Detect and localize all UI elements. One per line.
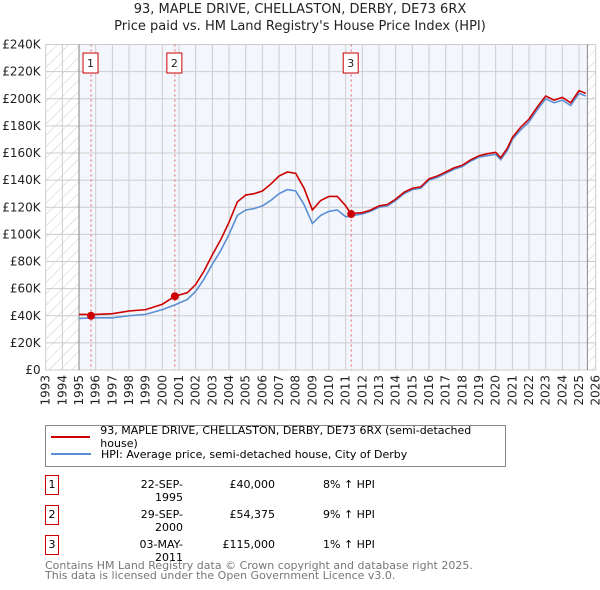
x-tick-label: 2013 (372, 375, 386, 406)
x-tick-label: 1998 (122, 375, 136, 406)
hpi-line (79, 92, 587, 320)
x-tick-label: 2012 (355, 375, 369, 406)
x-tick-label: 2021 (505, 375, 519, 406)
sale-price: £115,000 (222, 538, 276, 551)
price-chart: £0 £20K £40K £60K £80K £100K £120K £140K £160K £1… (2, 38, 600, 406)
x-tick-label: 2000 (155, 375, 169, 406)
sale-label-number: 1 (87, 57, 94, 70)
x-tick-label: 2007 (272, 375, 286, 406)
chart-title: 93, MAPLE DRIVE, CHELLASTON, DERBY, DE73… (133, 2, 467, 17)
sale-point (87, 311, 96, 320)
x-tick-label: 2024 (555, 375, 569, 406)
legend: 93, MAPLE DRIVE, CHELLASTON, DERBY, DE73… (45, 424, 506, 467)
x-tick-label: 2009 (305, 375, 319, 406)
sale-price: £54,375 (229, 508, 276, 521)
property-price-line (79, 89, 587, 316)
sale-hpi-diff: 9% ↑ HPI (323, 508, 375, 521)
y-tick-label: £60K (10, 282, 42, 296)
legend-item-hpi: HPI: Average price, semi-detached house,… (51, 446, 407, 462)
x-tick-label: 2015 (405, 375, 419, 406)
legend-item-property: 93, MAPLE DRIVE, CHELLASTON, DERBY, DE73… (51, 424, 505, 450)
y-tick-label: £200K (2, 92, 42, 106)
sale-point (347, 210, 356, 219)
x-tick-label: 2026 (589, 375, 600, 406)
y-tick-label: £160K (2, 146, 42, 160)
x-tick-label: 1996 (89, 375, 103, 406)
y-tick-label: £180K (2, 119, 42, 133)
y-tick-label: £120K (2, 200, 42, 214)
sale-point (170, 292, 179, 301)
x-tick-label: 2011 (339, 375, 353, 406)
sale-row: 1 22-SEP-1995 £40,000 8% ↑ HPI (45, 475, 445, 504)
x-tick-label: 2023 (539, 375, 553, 406)
x-tick-label: 2003 (205, 375, 219, 406)
x-tick-label: 2014 (389, 375, 403, 406)
x-tick-label: 2010 (322, 375, 336, 406)
sale-date: 03-MAY-2011 (139, 538, 183, 564)
y-tick-label: £80K (10, 255, 42, 269)
y-tick-label: £140K (2, 173, 42, 187)
sale-row: 3 03-MAY-2011 £115,000 1% ↑ HPI (45, 535, 445, 564)
x-tick-label: 1993 (39, 375, 53, 406)
x-tick-label: 2008 (289, 375, 303, 406)
sale-hpi-diff: 8% ↑ HPI (323, 478, 375, 491)
chart-subtitle: Price paid vs. HM Land Registry's House … (114, 19, 486, 34)
x-tick-label: 2022 (522, 375, 536, 406)
x-tick-label: 1995 (72, 375, 86, 406)
x-tick-label: 2018 (455, 375, 469, 406)
x-tick-label: 2017 (439, 375, 453, 406)
x-tick-label: 1999 (139, 375, 153, 406)
x-tick-label: 2006 (255, 375, 269, 406)
sale-date: 29-SEP-2000 (140, 508, 183, 534)
x-tick-label: 2002 (189, 375, 203, 406)
y-tick-label: £240K (2, 38, 42, 52)
x-tick-label: 2019 (472, 375, 486, 406)
sale-number: 2 (45, 505, 59, 525)
y-tick-label: £100K (2, 227, 42, 241)
x-tick-label: 1997 (105, 375, 119, 406)
x-tick-label: 2016 (422, 375, 436, 406)
footer: Contains HM Land Registry data © Crown c… (45, 559, 473, 582)
sale-row: 2 29-SEP-2000 £54,375 9% ↑ HPI (45, 505, 445, 534)
y-tick-label: £0 (25, 363, 40, 377)
y-tick-label: £40K (10, 309, 42, 323)
sale-number: 1 (45, 475, 59, 495)
sale-label-box (166, 52, 183, 74)
x-tick-label: 2025 (572, 375, 586, 406)
sale-label-number: 3 (347, 57, 354, 70)
x-tick-label: 2020 (489, 375, 503, 406)
sale-number: 3 (45, 535, 59, 555)
sale-label-box (82, 52, 99, 74)
x-tick-label: 1994 (55, 375, 69, 406)
y-tick-label: £20K (10, 336, 42, 350)
x-tick-label: 2005 (239, 375, 253, 406)
y-tick-label: £220K (2, 65, 42, 79)
sale-label-number: 2 (171, 57, 178, 70)
x-tick-label: 2004 (222, 375, 236, 406)
sale-date: 22-SEP-1995 (140, 478, 183, 504)
sale-hpi-diff: 1% ↑ HPI (323, 538, 375, 551)
sale-price: £40,000 (229, 478, 276, 491)
sale-label-box (342, 52, 359, 74)
x-tick-label: 2001 (172, 375, 186, 406)
